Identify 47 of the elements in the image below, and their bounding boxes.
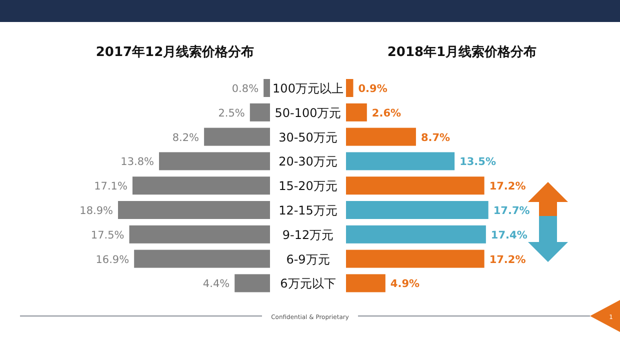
data-label: 4.9% bbox=[390, 278, 420, 290]
bar bbox=[346, 79, 354, 97]
bar bbox=[118, 201, 270, 219]
bar bbox=[346, 274, 386, 292]
y-tick-label: 50-100万元 bbox=[274, 106, 342, 120]
y-tick-label: 9-12万元 bbox=[282, 228, 334, 242]
data-label: 8.2% bbox=[172, 132, 200, 144]
bar bbox=[134, 250, 270, 268]
bar bbox=[346, 176, 484, 195]
y-tick-label: 12-15万元 bbox=[278, 204, 338, 218]
data-label: 0.8% bbox=[232, 83, 259, 95]
bar bbox=[346, 152, 455, 170]
bar bbox=[346, 201, 488, 219]
bar bbox=[250, 103, 270, 122]
data-label: 17.5% bbox=[90, 229, 124, 242]
bar bbox=[159, 152, 270, 170]
bar bbox=[264, 79, 270, 97]
data-label: 17.4% bbox=[490, 229, 528, 242]
bar bbox=[129, 225, 270, 244]
bar bbox=[132, 176, 270, 195]
bar bbox=[346, 128, 416, 146]
data-label: 8.7% bbox=[420, 132, 451, 144]
data-label: 2.6% bbox=[372, 107, 402, 120]
y-tick-label: 6-9万元 bbox=[286, 252, 330, 266]
y-tick-label: 15-20万元 bbox=[278, 179, 338, 194]
y-tick-label: 20-30万元 bbox=[278, 154, 338, 169]
chart-title: 2017年12月线索价格分布 bbox=[96, 44, 254, 60]
y-tick-label: 30-50万元 bbox=[278, 130, 338, 144]
data-label: 13.5% bbox=[460, 156, 496, 168]
data-label: 16.9% bbox=[96, 254, 130, 266]
y-tick-label: 100万元以上 bbox=[272, 82, 344, 96]
bar bbox=[204, 128, 270, 146]
data-label: 0.9% bbox=[358, 83, 388, 95]
bar bbox=[234, 274, 270, 292]
data-label: 2.5% bbox=[218, 107, 245, 120]
data-label: 17.2% bbox=[489, 254, 526, 266]
data-label: 4.4% bbox=[202, 278, 230, 290]
bar bbox=[346, 225, 486, 244]
bar bbox=[346, 103, 367, 122]
bar bbox=[346, 250, 484, 268]
y-tick-label: 6万元以下 bbox=[280, 276, 336, 291]
chart-title: 2018年1月线索价格分布 bbox=[387, 44, 537, 60]
data-label: 17.1% bbox=[94, 180, 128, 193]
data-label: 17.2% bbox=[489, 180, 526, 193]
data-label: 17.7% bbox=[493, 205, 530, 217]
data-label: 18.9% bbox=[80, 205, 114, 217]
data-label: 13.8% bbox=[120, 156, 154, 168]
